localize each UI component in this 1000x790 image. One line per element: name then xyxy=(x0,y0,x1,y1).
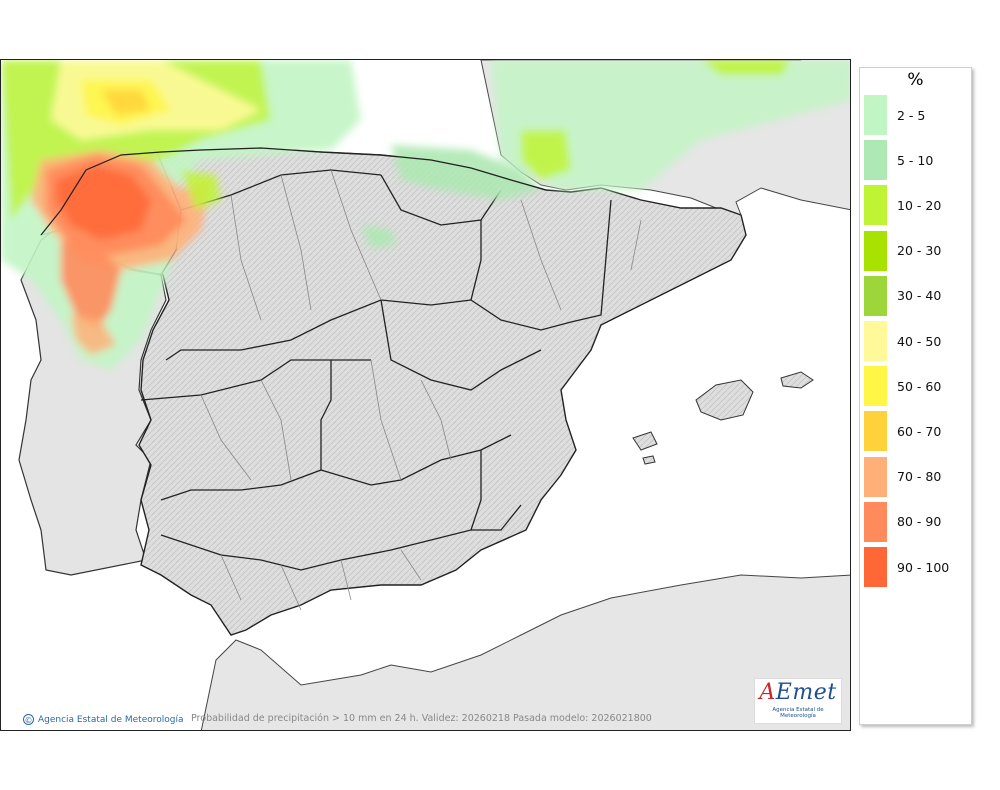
legend-swatch xyxy=(864,321,887,361)
legend-item: 70 - 80 xyxy=(864,456,942,497)
menorca xyxy=(780,371,814,389)
legend-label: 40 - 50 xyxy=(897,333,942,349)
legend-swatch xyxy=(864,230,887,271)
legend-swatch xyxy=(864,366,887,407)
formentera xyxy=(642,455,656,465)
legend-swatch xyxy=(864,547,887,587)
iberia-coastline xyxy=(40,147,547,236)
legend-item: 2 - 5 xyxy=(864,95,925,135)
legend-label: 60 - 70 xyxy=(897,423,942,439)
probability-legend: % 2 - 5 5 - 10 10 - 20 20 - 30 30 - 40 40 - 5… xyxy=(859,67,972,725)
legend-swatch xyxy=(864,140,887,181)
legend-item: 30 - 40 xyxy=(864,275,942,316)
map-canvas xyxy=(1,60,850,730)
legend-item: 40 - 50 xyxy=(864,321,941,361)
legend-swatch xyxy=(864,95,887,135)
probability-overlay xyxy=(1,60,850,370)
legend-label: 30 - 40 xyxy=(897,288,942,304)
legend-unit: % xyxy=(907,70,924,90)
province-borders xyxy=(200,169,642,611)
africa-landmass xyxy=(200,574,850,730)
copyright-icon: © xyxy=(23,714,34,725)
legend-item: 10 - 20 xyxy=(864,185,942,226)
legend-item: 20 - 30 xyxy=(864,230,942,271)
mallorca xyxy=(695,379,754,421)
logo-wordmark: AEmet xyxy=(759,680,837,705)
precipitation-probability-map: © Agencia Estatal de Meteorología Probab… xyxy=(0,59,851,731)
legend-label: 50 - 60 xyxy=(897,378,942,394)
legend-item: 90 - 100 xyxy=(864,547,949,587)
credit-text: Agencia Estatal de Meteorología xyxy=(38,714,184,725)
legend-item: 5 - 10 xyxy=(864,140,934,181)
legend-swatch xyxy=(864,501,887,542)
legend-swatch xyxy=(864,185,887,226)
legend-swatch xyxy=(864,456,887,497)
legend-item: 50 - 60 xyxy=(864,366,942,407)
legend-label: 5 - 10 xyxy=(897,152,934,168)
legend-label: 2 - 5 xyxy=(897,107,926,123)
map-caption: Probabilidad de precipitación > 10 mm en… xyxy=(191,713,652,724)
legend-swatch xyxy=(864,275,887,316)
logo-subtitle: Agencia Estatal de Meteorología xyxy=(772,707,824,719)
aemet-credit: © Agencia Estatal de Meteorología xyxy=(23,714,184,725)
legend-label: 90 - 100 xyxy=(897,559,950,575)
aemet-logo: AEmet Agencia Estatal de Meteorología xyxy=(754,678,842,724)
legend-swatch xyxy=(864,411,887,452)
legend-label: 20 - 30 xyxy=(897,243,942,259)
legend-label: 10 - 20 xyxy=(897,197,942,213)
legend-label: 80 - 90 xyxy=(897,514,942,530)
legend-label: 70 - 80 xyxy=(897,469,942,485)
ibiza xyxy=(632,431,658,451)
legend-item: 60 - 70 xyxy=(864,411,942,452)
legend-item: 80 - 90 xyxy=(864,501,942,542)
